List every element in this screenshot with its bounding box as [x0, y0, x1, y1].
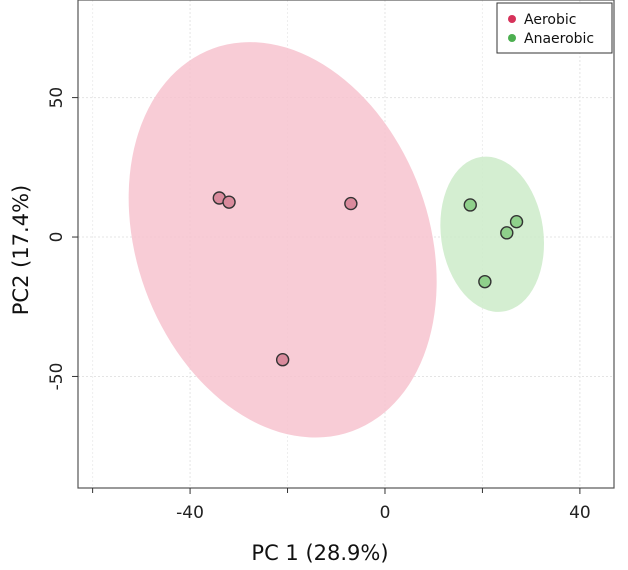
confidence-ellipses [128, 42, 544, 438]
confidence-ellipse-aerobic [128, 42, 437, 438]
y-axis-title: PC2 (17.4%) [9, 185, 33, 315]
legend: Aerobic Anaerobic [496, 2, 613, 54]
point-anaerobic [509, 214, 524, 229]
y-tick-label: -50 [47, 363, 67, 391]
x-axis: -40 0 40 [92, 488, 591, 523]
legend-box [496, 2, 613, 54]
legend-marker-aerobic [508, 15, 516, 23]
point-aerobic [222, 195, 236, 209]
y-axis: -50 0 50 [47, 87, 78, 391]
x-axis-title: PC 1 (28.9%) [251, 541, 388, 565]
y-tick-label: 0 [47, 232, 67, 243]
legend-label-anaerobic: Anaerobic [524, 31, 594, 47]
point-anaerobic [463, 198, 477, 212]
point-anaerobic [478, 274, 492, 289]
plot-border [77, 0, 615, 489]
point-aerobic [275, 353, 290, 367]
x-tick-label: -40 [176, 503, 204, 523]
y-tick-label: 50 [47, 87, 67, 109]
legend-marker-anaerobic [508, 34, 516, 42]
point-aerobic [344, 196, 358, 211]
confidence-ellipse-anaerobic [440, 156, 544, 312]
point-anaerobic [500, 226, 514, 240]
x-tick-label: 0 [380, 503, 391, 523]
legend-label-aerobic: Aerobic [524, 12, 576, 28]
data-points [212, 191, 524, 367]
x-tick-label: 40 [569, 503, 591, 523]
